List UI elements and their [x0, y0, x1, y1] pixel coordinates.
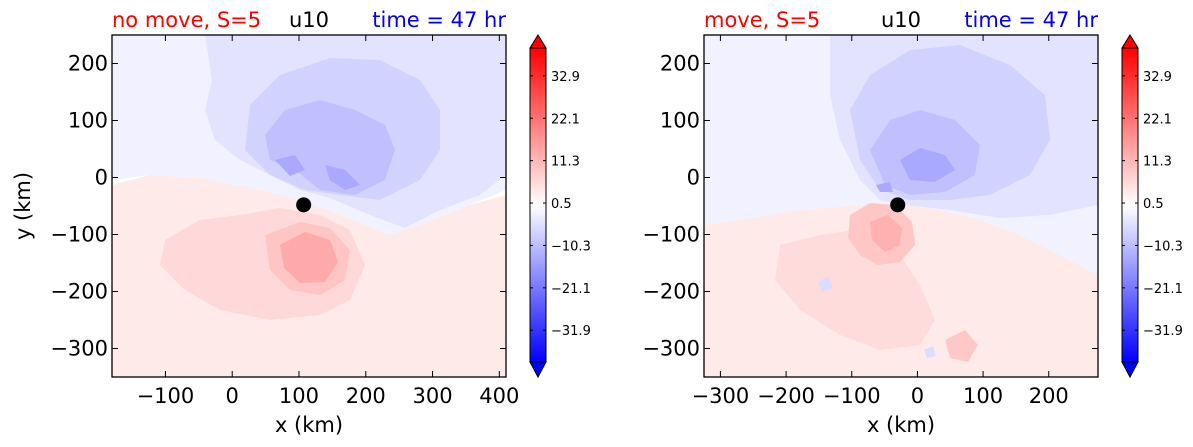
- x-tick-label: 100: [963, 384, 1003, 408]
- storm-center-marker: [296, 197, 312, 213]
- panel-no-move: no move, S=5 u10 time = 47 hr −100 0 100 20…: [11, 8, 591, 437]
- x-tick-label: 200: [346, 384, 386, 408]
- colorbar-tick-label: 11.3: [551, 155, 580, 170]
- x-tick-label: 300: [412, 384, 452, 408]
- contour-blue-patch: [818, 276, 936, 358]
- panel-title-right: time = 47 hr: [372, 8, 506, 32]
- colorbar: 32.9 22.1 11.3 0.5 −10.3 −21.1 −31.9: [1121, 34, 1183, 379]
- y-tick-label: −300: [642, 337, 700, 361]
- colorbar-tick-label: −31.9: [1143, 324, 1183, 339]
- colorbar-tick-label: 32.9: [1143, 70, 1172, 85]
- y-tick-label: 100: [68, 109, 108, 133]
- panel-title-center: u10: [881, 8, 921, 32]
- y-tick-label: 0: [95, 166, 108, 190]
- colorbar-tick-label: −21.1: [551, 282, 591, 297]
- axis-ticks: −300 −200 −100 0 100 200 200 100 0 −100 −200 −300: [642, 35, 1098, 408]
- x-tick-label: 0: [911, 384, 924, 408]
- colorbar-tick-label: 0.5: [551, 197, 572, 212]
- colorbar-tick-label: 32.9: [551, 70, 580, 85]
- x-tick-label: −100: [137, 384, 195, 408]
- y-tick-label: 200: [68, 52, 108, 76]
- x-tick-label: −100: [823, 384, 881, 408]
- storm-center-marker: [890, 197, 906, 213]
- colorbar-extend-top: [1121, 34, 1139, 49]
- contour-field: [112, 35, 506, 377]
- y-tick-label: −100: [642, 223, 700, 247]
- plot-frame: [703, 34, 1099, 378]
- colorbar-tick-label: 22.1: [1143, 112, 1172, 127]
- panel-title-right: time = 47 hr: [964, 8, 1098, 32]
- contour-red-patch: [945, 330, 978, 362]
- contour-blue-core: [275, 155, 360, 190]
- panel-title-left: no move, S=5: [112, 8, 261, 32]
- y-tick-label: −200: [50, 280, 108, 304]
- colorbar-tick-label: 0.5: [1143, 197, 1164, 212]
- colorbar-tick-label: 11.3: [1143, 155, 1172, 170]
- colorbar-tick-label: −10.3: [1143, 239, 1183, 254]
- colorbar-extend-bottom: [1121, 361, 1139, 379]
- y-tick-label: 0: [687, 166, 700, 190]
- x-tick-label: 0: [226, 384, 239, 408]
- colorbar-tick-label: −10.3: [551, 239, 591, 254]
- x-tick-label: −200: [757, 384, 815, 408]
- colorbar-tick-label: −21.1: [1143, 282, 1183, 297]
- panel-title-left: move, S=5: [704, 8, 820, 32]
- y-tick-label: −300: [50, 337, 108, 361]
- colorbar-tick-label: −31.9: [551, 324, 591, 339]
- colorbar-extend-top: [529, 34, 547, 49]
- plot-frame: [111, 34, 507, 378]
- x-axis-label: x (km): [275, 413, 343, 437]
- colorbar-ticks: 32.9 22.1 11.3 0.5 −10.3 −21.1 −31.9: [1122, 70, 1183, 339]
- x-tick-label: 400: [479, 384, 519, 408]
- x-tick-label: 200: [1029, 384, 1069, 408]
- colorbar: 32.9 22.1 11.3 0.5 −10.3 −21.1 −31.9: [529, 34, 591, 379]
- axis-ticks: −100 0 100 200 300 400 200 100 0 −100 −200 −300: [50, 35, 519, 408]
- colorbar-extend-bottom: [529, 361, 547, 379]
- contour-blue-core: [876, 148, 955, 192]
- y-axis-label: y (km): [11, 172, 35, 240]
- y-tick-label: 100: [660, 109, 700, 133]
- x-axis-label: x (km): [867, 413, 935, 437]
- y-tick-label: −100: [50, 223, 108, 247]
- y-tick-label: −200: [642, 280, 700, 304]
- colorbar-tick-label: 22.1: [551, 112, 580, 127]
- y-tick-label: 200: [660, 52, 700, 76]
- x-tick-label: 100: [279, 384, 319, 408]
- contour-red-strong: [870, 215, 902, 252]
- panel-move: move, S=5 u10 time = 47 hr −300 −200 −100 0…: [642, 8, 1183, 437]
- colorbar-body: [529, 47, 547, 363]
- contour-red-strong: [280, 232, 338, 283]
- panel-title-center: u10: [289, 8, 329, 32]
- x-tick-label: −300: [692, 384, 750, 408]
- colorbar-ticks: 32.9 22.1 11.3 0.5 −10.3 −21.1 −31.9: [530, 70, 591, 339]
- colorbar-body: [1121, 47, 1139, 363]
